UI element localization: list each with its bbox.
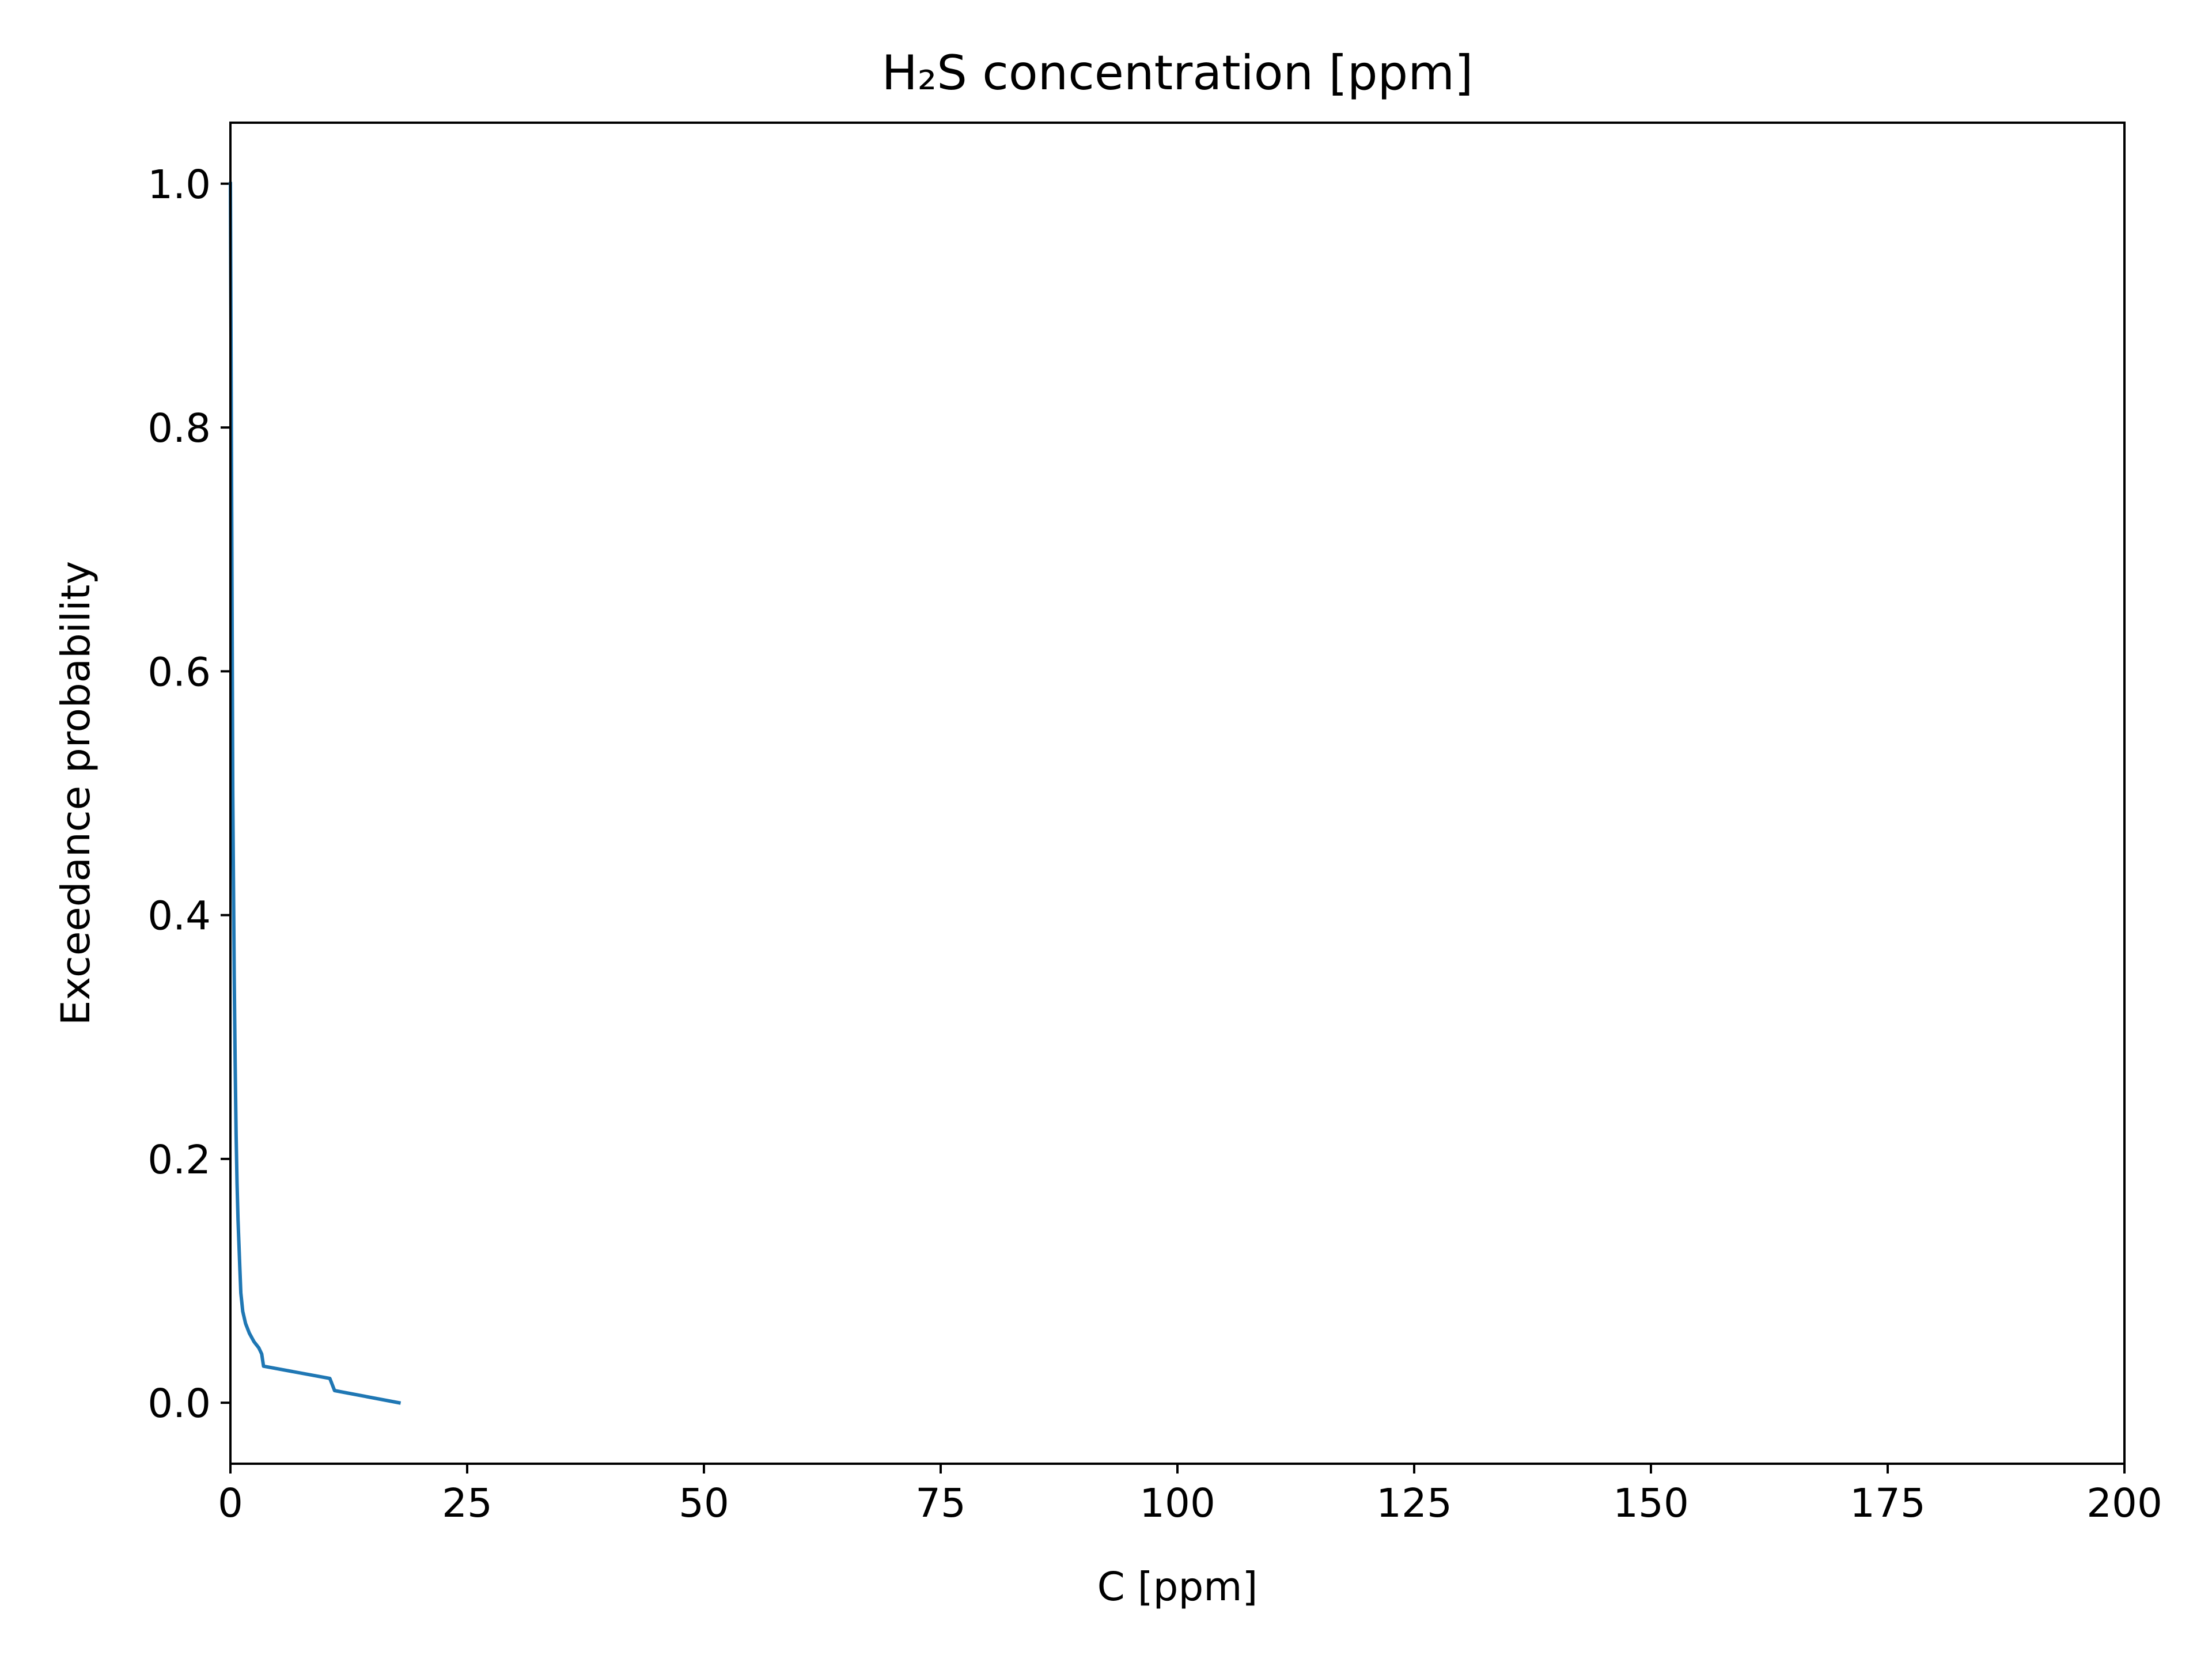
plot-frame: [229, 122, 2126, 1465]
y-tick-label: 1.0: [147, 162, 211, 208]
x-tick-label: 125: [1376, 1480, 1452, 1527]
x-axis-title: C [ppm]: [1097, 1564, 1258, 1610]
x-tick-label: 100: [1139, 1480, 1215, 1527]
series-line: [228, 181, 402, 1405]
y-tick-label: 0.4: [147, 893, 211, 940]
x-tick-label: 175: [1850, 1480, 1926, 1527]
x-tick-label: 0: [218, 1480, 243, 1527]
x-tick-label: 150: [1613, 1480, 1689, 1527]
y-tick-label: 0.2: [147, 1137, 211, 1183]
x-tick-label: 50: [679, 1480, 729, 1527]
y-tick-label: 0.0: [147, 1381, 211, 1427]
x-tick-label: 25: [442, 1480, 493, 1527]
y-tick-label: 0.8: [147, 406, 211, 452]
y-axis-title: Exceedance probability: [53, 561, 99, 1025]
line-layer: [228, 181, 402, 1405]
y-tick-label: 0.6: [147, 649, 211, 695]
x-tick-label: 75: [915, 1480, 966, 1527]
ticks-layer: 0 25 50 75 100 125 150 175 200 0.0 0.2 0.4 0.6 0.8 1.0: [147, 162, 2162, 1527]
x-tick-label: 200: [2086, 1480, 2162, 1527]
chart-title: H₂S concentration [ppm]: [882, 45, 1474, 101]
